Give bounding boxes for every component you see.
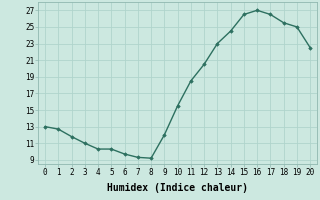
X-axis label: Humidex (Indice chaleur): Humidex (Indice chaleur) [107, 183, 248, 193]
